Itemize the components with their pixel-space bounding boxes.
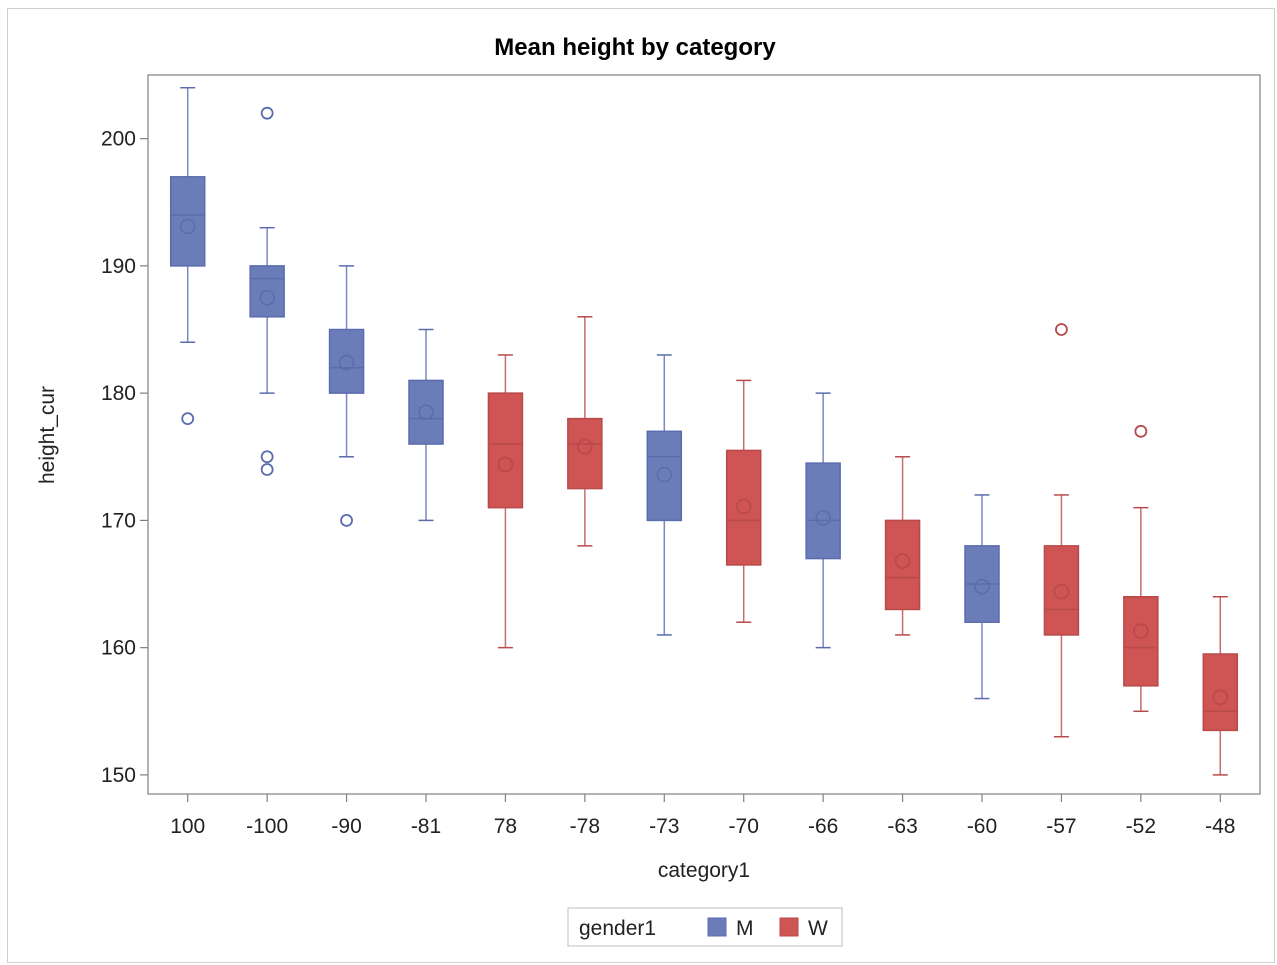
- mean-marker: [418, 404, 434, 421]
- outlier-point: [1134, 424, 1148, 438]
- outlier-point: [260, 450, 274, 464]
- box-m: [805, 392, 841, 649]
- x-tick-label: -81: [411, 815, 441, 838]
- box-iqr: [646, 430, 683, 522]
- y-tick-label: 190: [101, 255, 136, 278]
- x-axis-label: category1: [658, 859, 750, 882]
- box-iqr: [1123, 596, 1159, 687]
- legend-swatch-m: [707, 917, 727, 937]
- mean-marker: [497, 456, 514, 473]
- box-iqr: [884, 519, 921, 611]
- y-tick-label: 200: [101, 128, 136, 151]
- box-iqr: [1202, 653, 1239, 732]
- outlier-point: [260, 463, 274, 476]
- box-m: [964, 494, 1000, 700]
- x-tick-label: -73: [649, 815, 679, 838]
- y-tick-label: 180: [101, 382, 136, 405]
- box-iqr: [725, 449, 762, 566]
- x-tick-label: -60: [967, 815, 997, 838]
- box-m: [328, 265, 365, 527]
- x-axis: 100 -100 -90 -81 78 -78 -73 -70 -66 -63 -60 -57 -52 -…: [170, 794, 1235, 838]
- box-iqr: [567, 417, 603, 490]
- box-m: [169, 86, 206, 425]
- outlier-point: [340, 513, 353, 527]
- box-w: [487, 354, 524, 649]
- legend: gender1 M W: [567, 907, 843, 947]
- y-axis: 150 160 170 180 190 200: [101, 128, 148, 787]
- outlier-point: [181, 412, 195, 425]
- box-w: [567, 316, 603, 547]
- box-iqr: [408, 379, 444, 445]
- box-iqr: [328, 328, 365, 394]
- x-tick-label: 100: [170, 815, 205, 838]
- x-tick-label: -63: [887, 815, 917, 838]
- box-w: [1202, 596, 1239, 776]
- y-tick-label: 150: [101, 764, 136, 787]
- x-tick-label: -66: [808, 815, 838, 838]
- box-m: [646, 354, 683, 636]
- outlier-point: [260, 106, 274, 120]
- y-axis-label: height_cur: [36, 386, 59, 484]
- y-tick-label: 170: [101, 509, 136, 532]
- x-tick-label: -78: [570, 815, 600, 838]
- mean-marker: [815, 510, 831, 526]
- box-plot-chart: Mean height by category 150 160 170 180 190 2…: [36, 34, 1261, 947]
- mean-marker: [735, 498, 752, 515]
- mean-marker: [179, 218, 196, 235]
- legend-swatch-w: [779, 917, 799, 937]
- legend-label-w: W: [808, 917, 828, 940]
- mean-marker: [259, 289, 275, 306]
- box-m: [408, 328, 444, 522]
- box-m: [249, 106, 285, 476]
- x-tick-label: -57: [1046, 815, 1076, 838]
- mean-marker: [338, 354, 355, 371]
- x-tick-label: -100: [246, 815, 288, 838]
- mean-marker: [1053, 583, 1070, 600]
- mean-marker: [577, 438, 593, 455]
- outlier-point: [1055, 323, 1068, 336]
- box-w: [725, 379, 762, 623]
- box-iqr: [487, 392, 524, 509]
- x-tick-label: -90: [331, 815, 361, 838]
- mean-marker: [894, 553, 911, 569]
- box-iqr: [169, 176, 206, 267]
- x-tick-label: -70: [729, 815, 759, 838]
- x-tick-label: 78: [494, 815, 517, 838]
- box-w: [884, 456, 921, 636]
- mean-marker: [974, 578, 990, 595]
- box-w: [1043, 323, 1080, 738]
- y-tick-label: 160: [101, 637, 136, 660]
- mean-marker: [656, 466, 673, 483]
- mean-marker: [1133, 623, 1149, 639]
- plot-area: [147, 74, 1261, 795]
- x-tick-label: -52: [1126, 815, 1156, 838]
- chart-frame: Mean height by category 150 160 170 180 190 2…: [7, 8, 1275, 963]
- legend-title: gender1: [579, 917, 656, 940]
- x-tick-label: -48: [1205, 815, 1235, 838]
- chart-title: Mean height by category: [494, 34, 776, 61]
- box-w: [1123, 424, 1159, 713]
- mean-marker: [1212, 689, 1229, 706]
- legend-box: [567, 907, 843, 947]
- legend-label-m: M: [736, 917, 754, 940]
- box-series: [169, 86, 1239, 776]
- box-iqr: [1043, 545, 1080, 636]
